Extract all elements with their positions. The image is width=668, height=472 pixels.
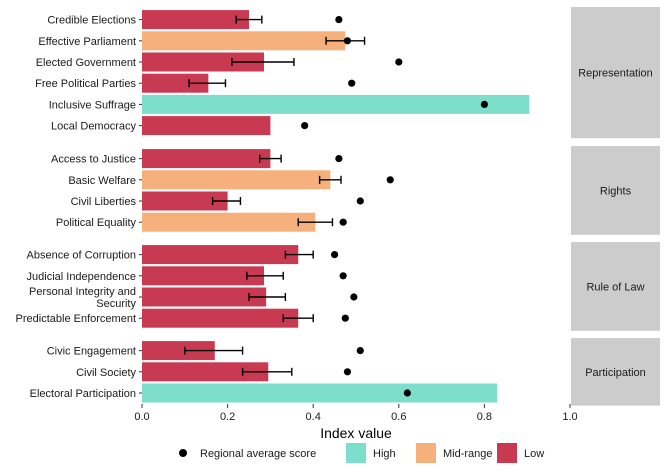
- facet-strip: [571, 7, 660, 139]
- regional-average-point: [395, 58, 403, 66]
- x-tick-label: 0.8: [477, 411, 492, 423]
- regional-average-point: [341, 314, 349, 322]
- y-tick-label: Civil Society: [76, 367, 136, 379]
- regional-average-point: [403, 389, 411, 397]
- y-tick-label: Judicial Independence: [27, 271, 136, 283]
- y-tick-label: Electoral Participation: [30, 388, 136, 400]
- legend-swatch: [416, 443, 436, 463]
- legend-swatch: [497, 443, 517, 463]
- panel-0: Representation Credible Elections Effectiv…: [35, 7, 660, 139]
- panel-3: Participation Civic Engagement Civil Socie…: [30, 338, 660, 406]
- bar: [142, 170, 331, 190]
- facet-strip: [571, 338, 660, 406]
- bar: [142, 341, 215, 361]
- y-tick-label: Free Political Parties: [35, 78, 136, 90]
- regional-average-point: [386, 176, 394, 184]
- y-tick-label: Basic Welfare: [68, 175, 136, 187]
- y-tick-label: Predictable Enforcement: [16, 313, 136, 325]
- y-tick-label: Political Equality: [56, 217, 137, 229]
- x-axis-title: Index value: [320, 425, 392, 441]
- facet-strip-label: Participation: [585, 367, 646, 379]
- legend-label: High: [373, 448, 396, 460]
- bar: [142, 116, 271, 136]
- legend-label: Regional average score: [200, 448, 316, 460]
- panel-2: Rule of Law Absence of Corruption Judicial…: [16, 242, 660, 331]
- y-tick-label: Effective Parliament: [38, 36, 136, 48]
- regional-average-point: [339, 218, 347, 226]
- bar: [142, 308, 299, 328]
- regional-average-point: [339, 272, 347, 280]
- x-tick-label: 0.6: [391, 411, 406, 423]
- y-tick-label: Inclusive Suffrage: [49, 99, 136, 111]
- x-tick-label: 0.4: [306, 411, 321, 423]
- legend: Regional average score High Mid-range Low: [179, 443, 544, 463]
- bar: [142, 362, 269, 382]
- legend-point-key: [179, 449, 187, 457]
- bar: [142, 52, 264, 72]
- bar: [142, 287, 267, 307]
- y-tick-label: Personal Integrity and: [29, 286, 136, 298]
- facet-strip: [571, 242, 660, 331]
- x-tick-label: 0.2: [220, 411, 235, 423]
- bar: [142, 212, 316, 232]
- regional-average-point: [335, 16, 343, 24]
- legend-label: Low: [524, 448, 544, 460]
- regional-average-point: [348, 79, 356, 87]
- bar: [142, 73, 209, 93]
- y-tick-label: Absence of Corruption: [27, 250, 136, 262]
- regional-average-point: [480, 100, 488, 108]
- bar: [142, 10, 249, 30]
- bar: [142, 94, 530, 114]
- bar: [142, 31, 346, 51]
- bar: [142, 149, 271, 169]
- y-tick-label: Civil Liberties: [71, 196, 137, 208]
- bar: [142, 266, 264, 286]
- bar: [142, 191, 228, 211]
- y-tick-label: Security: [96, 298, 136, 310]
- y-tick-label: Elected Government: [36, 57, 136, 69]
- facet-strip: [571, 146, 660, 235]
- regional-average-point: [356, 197, 364, 205]
- legend-swatch: [346, 443, 366, 463]
- legend-label: Mid-range: [443, 448, 493, 460]
- regional-average-point: [350, 293, 358, 301]
- bar: [142, 383, 498, 403]
- regional-average-point: [301, 122, 309, 130]
- y-tick-label: Local Democracy: [51, 121, 136, 133]
- y-tick-label: Civic Engagement: [47, 346, 136, 358]
- bar: [142, 245, 299, 265]
- y-tick-label: Access to Justice: [51, 154, 136, 166]
- regional-average-point: [343, 37, 352, 45]
- x-axis: 0.0 0.2 0.4 0.6 0.8 1.0: [134, 404, 578, 423]
- panels-layer: Representation Credible Elections Effectiv…: [16, 7, 660, 406]
- regional-average-point: [356, 347, 364, 355]
- y-tick-label: Credible Elections: [47, 15, 136, 27]
- x-tick-label: 1.0: [562, 411, 577, 423]
- facet-strip-label: Rule of Law: [586, 281, 644, 293]
- panel-1: Rights Access to Justice Basic Welfare Civi…: [51, 146, 660, 235]
- regional-average-point: [343, 368, 352, 376]
- facet-strip-label: Rights: [600, 185, 632, 197]
- regional-average-point: [335, 155, 343, 163]
- facet-strip-label: Representation: [578, 68, 653, 80]
- x-tick-label: 0.0: [134, 411, 149, 423]
- regional-average-point: [331, 251, 339, 259]
